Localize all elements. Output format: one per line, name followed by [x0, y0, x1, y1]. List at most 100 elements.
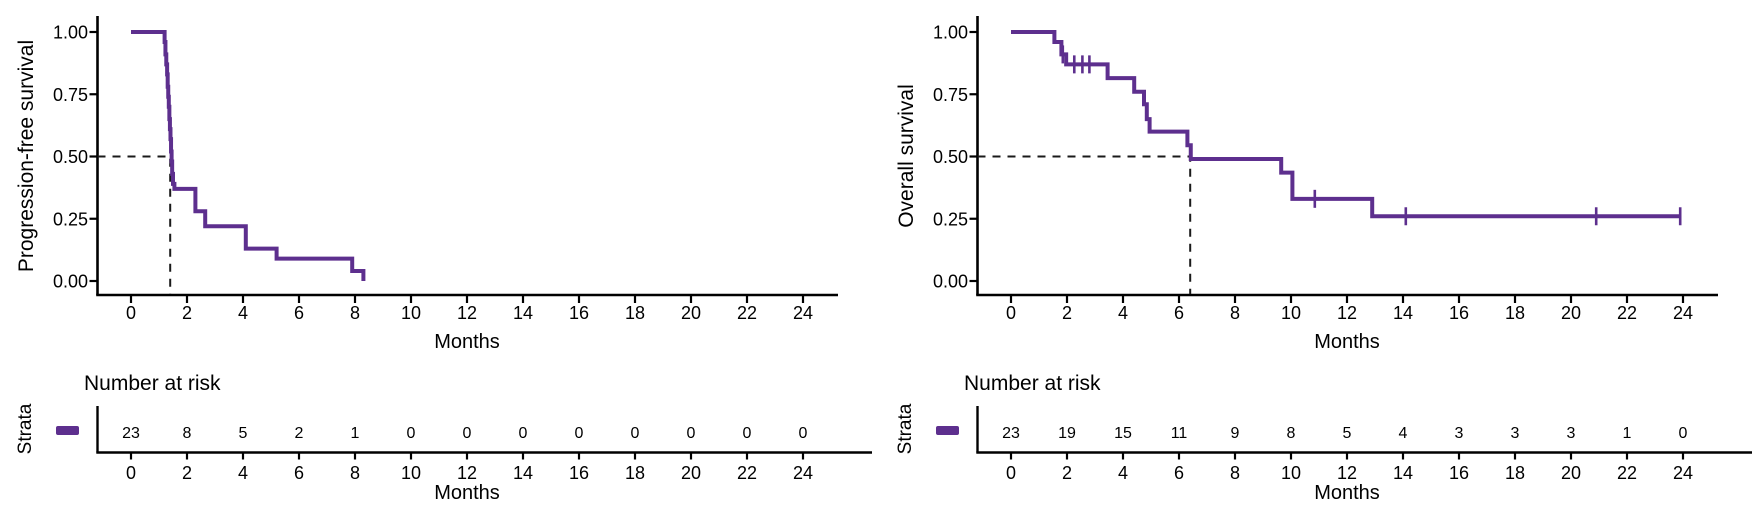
y-tick-label: 0.50: [933, 147, 968, 167]
risk-count: 9: [1231, 425, 1240, 442]
y-tick-label: 0.75: [53, 85, 88, 105]
x-tick-label: 6: [294, 303, 304, 323]
x-tick-label: 4: [1118, 303, 1128, 323]
risk-x-tick-label: 10: [401, 463, 421, 483]
x-tick-label: 8: [1230, 303, 1240, 323]
risk-x-axis-title: Months: [1314, 482, 1380, 504]
x-tick-label: 22: [737, 303, 757, 323]
risk-x-tick-label: 12: [457, 463, 477, 483]
risk-x-tick-label: 8: [1230, 463, 1240, 483]
risk-count: 11: [1171, 425, 1188, 442]
risk-x-tick-label: 22: [1617, 463, 1637, 483]
risk-x-axis-title: Months: [434, 482, 500, 504]
strata-axis-label: Strata: [15, 403, 36, 455]
x-tick-label: 20: [681, 303, 701, 323]
risk-x-tick-label: 6: [1174, 463, 1184, 483]
risk-count: 8: [1287, 425, 1296, 442]
risk-x-tick-label: 0: [1006, 463, 1016, 483]
risk-count: 0: [743, 425, 752, 442]
risk-x-tick-label: 0: [126, 463, 136, 483]
x-tick-label: 18: [625, 303, 645, 323]
risk-x-tick-label: 8: [350, 463, 360, 483]
x-tick-label: 22: [1617, 303, 1637, 323]
risk-x-tick-label: 4: [238, 463, 248, 483]
risk-x-tick-label: 6: [294, 463, 304, 483]
y-tick-label: 0.00: [933, 272, 968, 292]
x-axis-title: Months: [1314, 331, 1380, 353]
risk-x-tick-label: 14: [1393, 463, 1413, 483]
risk-count: 8: [183, 425, 192, 442]
risk-count: 2: [295, 425, 304, 442]
x-tick-label: 10: [1281, 303, 1301, 323]
x-tick-label: 12: [1337, 303, 1357, 323]
km-curve: [1011, 30, 1681, 219]
panel-overall-survival: 0.00 0.25 0.50 0.75 1.00 0 2 4 6 8 10 12 14 16 18 20 22 2…: [880, 0, 1760, 519]
x-tick-label: 2: [182, 303, 192, 323]
risk-count: 5: [1343, 425, 1352, 442]
x-tick-label: 16: [569, 303, 589, 323]
y-tick-label: 1.00: [933, 23, 968, 43]
risk-count: 15: [1114, 425, 1132, 442]
risk-x-tick-label: 2: [1062, 463, 1072, 483]
y-tick-label: 0.25: [933, 209, 968, 229]
km-curve: [131, 30, 366, 281]
risk-count: 1: [1623, 425, 1632, 442]
risk-count: 5: [239, 425, 248, 442]
x-tick-label: 14: [1393, 303, 1413, 323]
x-tick-label: 24: [1673, 303, 1693, 323]
x-tick-label: 14: [513, 303, 533, 323]
risk-count: 0: [575, 425, 584, 442]
risk-count: 23: [122, 425, 140, 442]
risk-count: 0: [463, 425, 472, 442]
median-guide-dashed-line: [977, 155, 1192, 294]
y-axis-title: Progression-free survival: [15, 39, 38, 273]
x-tick-label: 10: [401, 303, 421, 323]
y-tick-label: 1.00: [53, 23, 88, 43]
strata-axis-label: Strata: [895, 403, 916, 455]
risk-count: 3: [1567, 425, 1576, 442]
x-tick-label: 0: [1006, 303, 1016, 323]
risk-x-tick-label: 24: [1673, 463, 1693, 483]
x-tick-label: 24: [793, 303, 813, 323]
x-tick-label: 0: [126, 303, 136, 323]
risk-count: 3: [1455, 425, 1464, 442]
risk-x-tick-label: 16: [569, 463, 589, 483]
risk-table-title: Number at risk: [964, 372, 1101, 395]
risk-count: 19: [1058, 425, 1076, 442]
risk-count: 0: [631, 425, 640, 442]
strata-color-swatch: [56, 426, 79, 435]
risk-x-tick-label: 20: [681, 463, 701, 483]
risk-count: 0: [1679, 425, 1688, 442]
y-axis-title: Overall survival: [895, 84, 918, 228]
panel-progression-free-survival: 0.00 0.25 0.50 0.75 1.00 0 2 4 6 8 10 12 14 16 18 20 22 2…: [15, 16, 872, 504]
risk-x-tick-label: 18: [625, 463, 645, 483]
risk-count: 0: [799, 425, 808, 442]
risk-count: 0: [407, 425, 416, 442]
risk-count: 1: [351, 425, 360, 442]
x-tick-label: 6: [1174, 303, 1184, 323]
x-tick-label: 20: [1561, 303, 1581, 323]
y-tick-label: 0.75: [933, 85, 968, 105]
risk-count: 3: [1511, 425, 1520, 442]
risk-count: 0: [519, 425, 528, 442]
risk-x-tick-label: 14: [513, 463, 533, 483]
y-tick-label: 0.00: [53, 272, 88, 292]
risk-x-tick-label: 16: [1449, 463, 1469, 483]
median-guide-dashed-line: [97, 155, 172, 294]
risk-x-tick-label: 24: [793, 463, 813, 483]
risk-x-tick-label: 20: [1561, 463, 1581, 483]
risk-x-tick-label: 4: [1118, 463, 1128, 483]
risk-x-tick-label: 12: [1337, 463, 1357, 483]
strata-color-swatch: [936, 426, 959, 435]
x-axis-title: Months: [434, 331, 500, 353]
y-tick-label: 0.50: [53, 147, 88, 167]
y-tick-label: 0.25: [53, 209, 88, 229]
risk-x-tick-label: 18: [1505, 463, 1525, 483]
x-tick-label: 12: [457, 303, 477, 323]
pfs-plot-canvas: 0.000.250.500.751.000 2 4 6 8 10 12 14 16 18 20 22 2…: [53, 16, 872, 483]
x-tick-label: 4: [238, 303, 248, 323]
os-plot-canvas: 0.000.250.500.751.000 2 4 6 8 10 12 14 16 18 20 22 2…: [933, 16, 1752, 483]
risk-count: 0: [687, 425, 696, 442]
x-tick-label: 18: [1505, 303, 1525, 323]
